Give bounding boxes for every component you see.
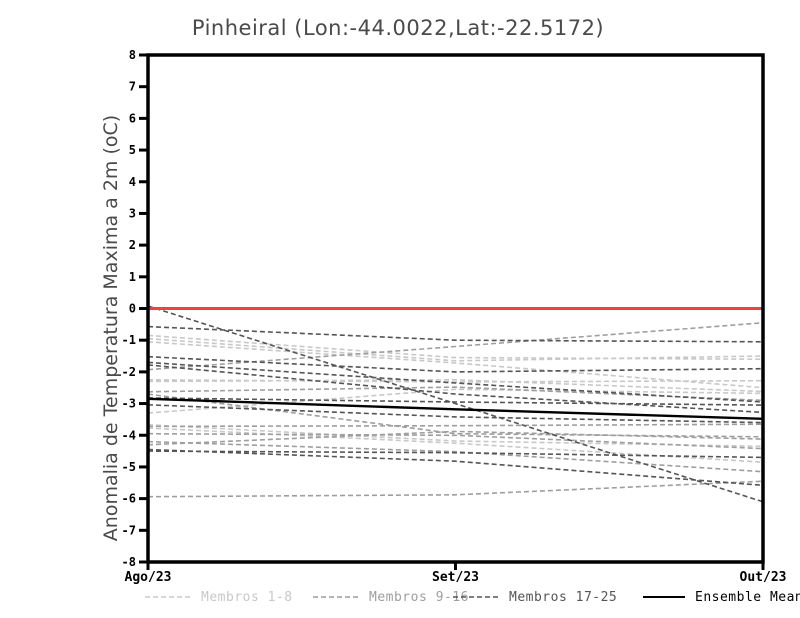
member-line xyxy=(147,430,764,446)
plot-svg: -8 -7 -6 -5 -4 -3 -2 -1 0 1 2 3 4 5 6 7 8 Ago/23 Set/23 Out… xyxy=(122,48,787,585)
y-tick-label: 6 xyxy=(129,111,136,125)
legend-item-ensemble-mean: Ensemble Mean xyxy=(643,588,800,606)
member-line xyxy=(147,397,764,406)
y-tick-label: -5 xyxy=(122,460,136,474)
x-tick-label: Set/23 xyxy=(432,570,479,585)
legend-label: Membros 17-25 xyxy=(509,589,618,605)
legend-item-membros-1-8: Membros 1-8 xyxy=(145,588,293,606)
y-tick-label: -4 xyxy=(122,428,136,442)
y-tick-label: -6 xyxy=(122,492,136,506)
legend: Membros 1-8 Membros 9-16 Membros 17-25 E… xyxy=(0,588,800,610)
member-line xyxy=(147,364,764,414)
y-tick-label: -8 xyxy=(122,555,136,569)
member-line xyxy=(147,334,764,361)
y-tick-label: 3 xyxy=(129,206,136,220)
plot-frame xyxy=(146,53,765,564)
x-tick-label: Ago/23 xyxy=(125,570,172,585)
y-tick-label: 0 xyxy=(129,302,136,316)
ensemble-mean-line xyxy=(147,397,764,420)
y-tick-label: -1 xyxy=(122,333,136,347)
y-tick-label: -2 xyxy=(122,365,136,379)
y-tick-label: 5 xyxy=(129,143,136,157)
member-line xyxy=(147,480,764,498)
dashed-line-sample-icon xyxy=(313,596,359,598)
member-line xyxy=(147,322,764,371)
member-line xyxy=(147,355,764,373)
y-tick-label: -3 xyxy=(122,397,136,411)
dashed-line-sample-icon xyxy=(453,596,499,598)
member-line xyxy=(147,305,764,503)
y-tick-label: 4 xyxy=(129,175,136,189)
member-line xyxy=(147,341,764,389)
member-line xyxy=(147,432,764,450)
solid-line-sample-icon xyxy=(643,596,685,598)
y-tick-label: 1 xyxy=(129,270,136,284)
member-line xyxy=(147,450,764,459)
member-line xyxy=(147,388,764,414)
member-line xyxy=(147,379,764,383)
dashed-line-sample-icon xyxy=(145,596,191,598)
x-tick-label: Out/23 xyxy=(740,570,787,585)
member-line xyxy=(147,337,764,362)
legend-label: Ensemble Mean xyxy=(695,589,800,605)
member-line xyxy=(147,423,764,428)
member-line xyxy=(147,440,764,473)
y-tick-label: 2 xyxy=(129,238,136,252)
member-line xyxy=(147,378,764,393)
member-line xyxy=(147,404,764,424)
y-tick-label: -7 xyxy=(122,523,136,537)
member-line xyxy=(147,448,764,487)
chart-title: Pinheiral (Lon:-44.0022,Lat:-22.5172) xyxy=(191,16,605,40)
y-tick-label: 8 xyxy=(129,48,136,62)
legend-label: Membros 1-8 xyxy=(201,589,293,605)
legend-label: Membros 9-16 xyxy=(369,589,469,605)
y-tick-label: 7 xyxy=(129,80,136,94)
member-line xyxy=(147,325,764,343)
legend-item-membros-9-16: Membros 9-16 xyxy=(313,588,469,606)
member-line xyxy=(147,361,764,403)
legend-item-membros-17-25: Membros 17-25 xyxy=(453,588,617,606)
